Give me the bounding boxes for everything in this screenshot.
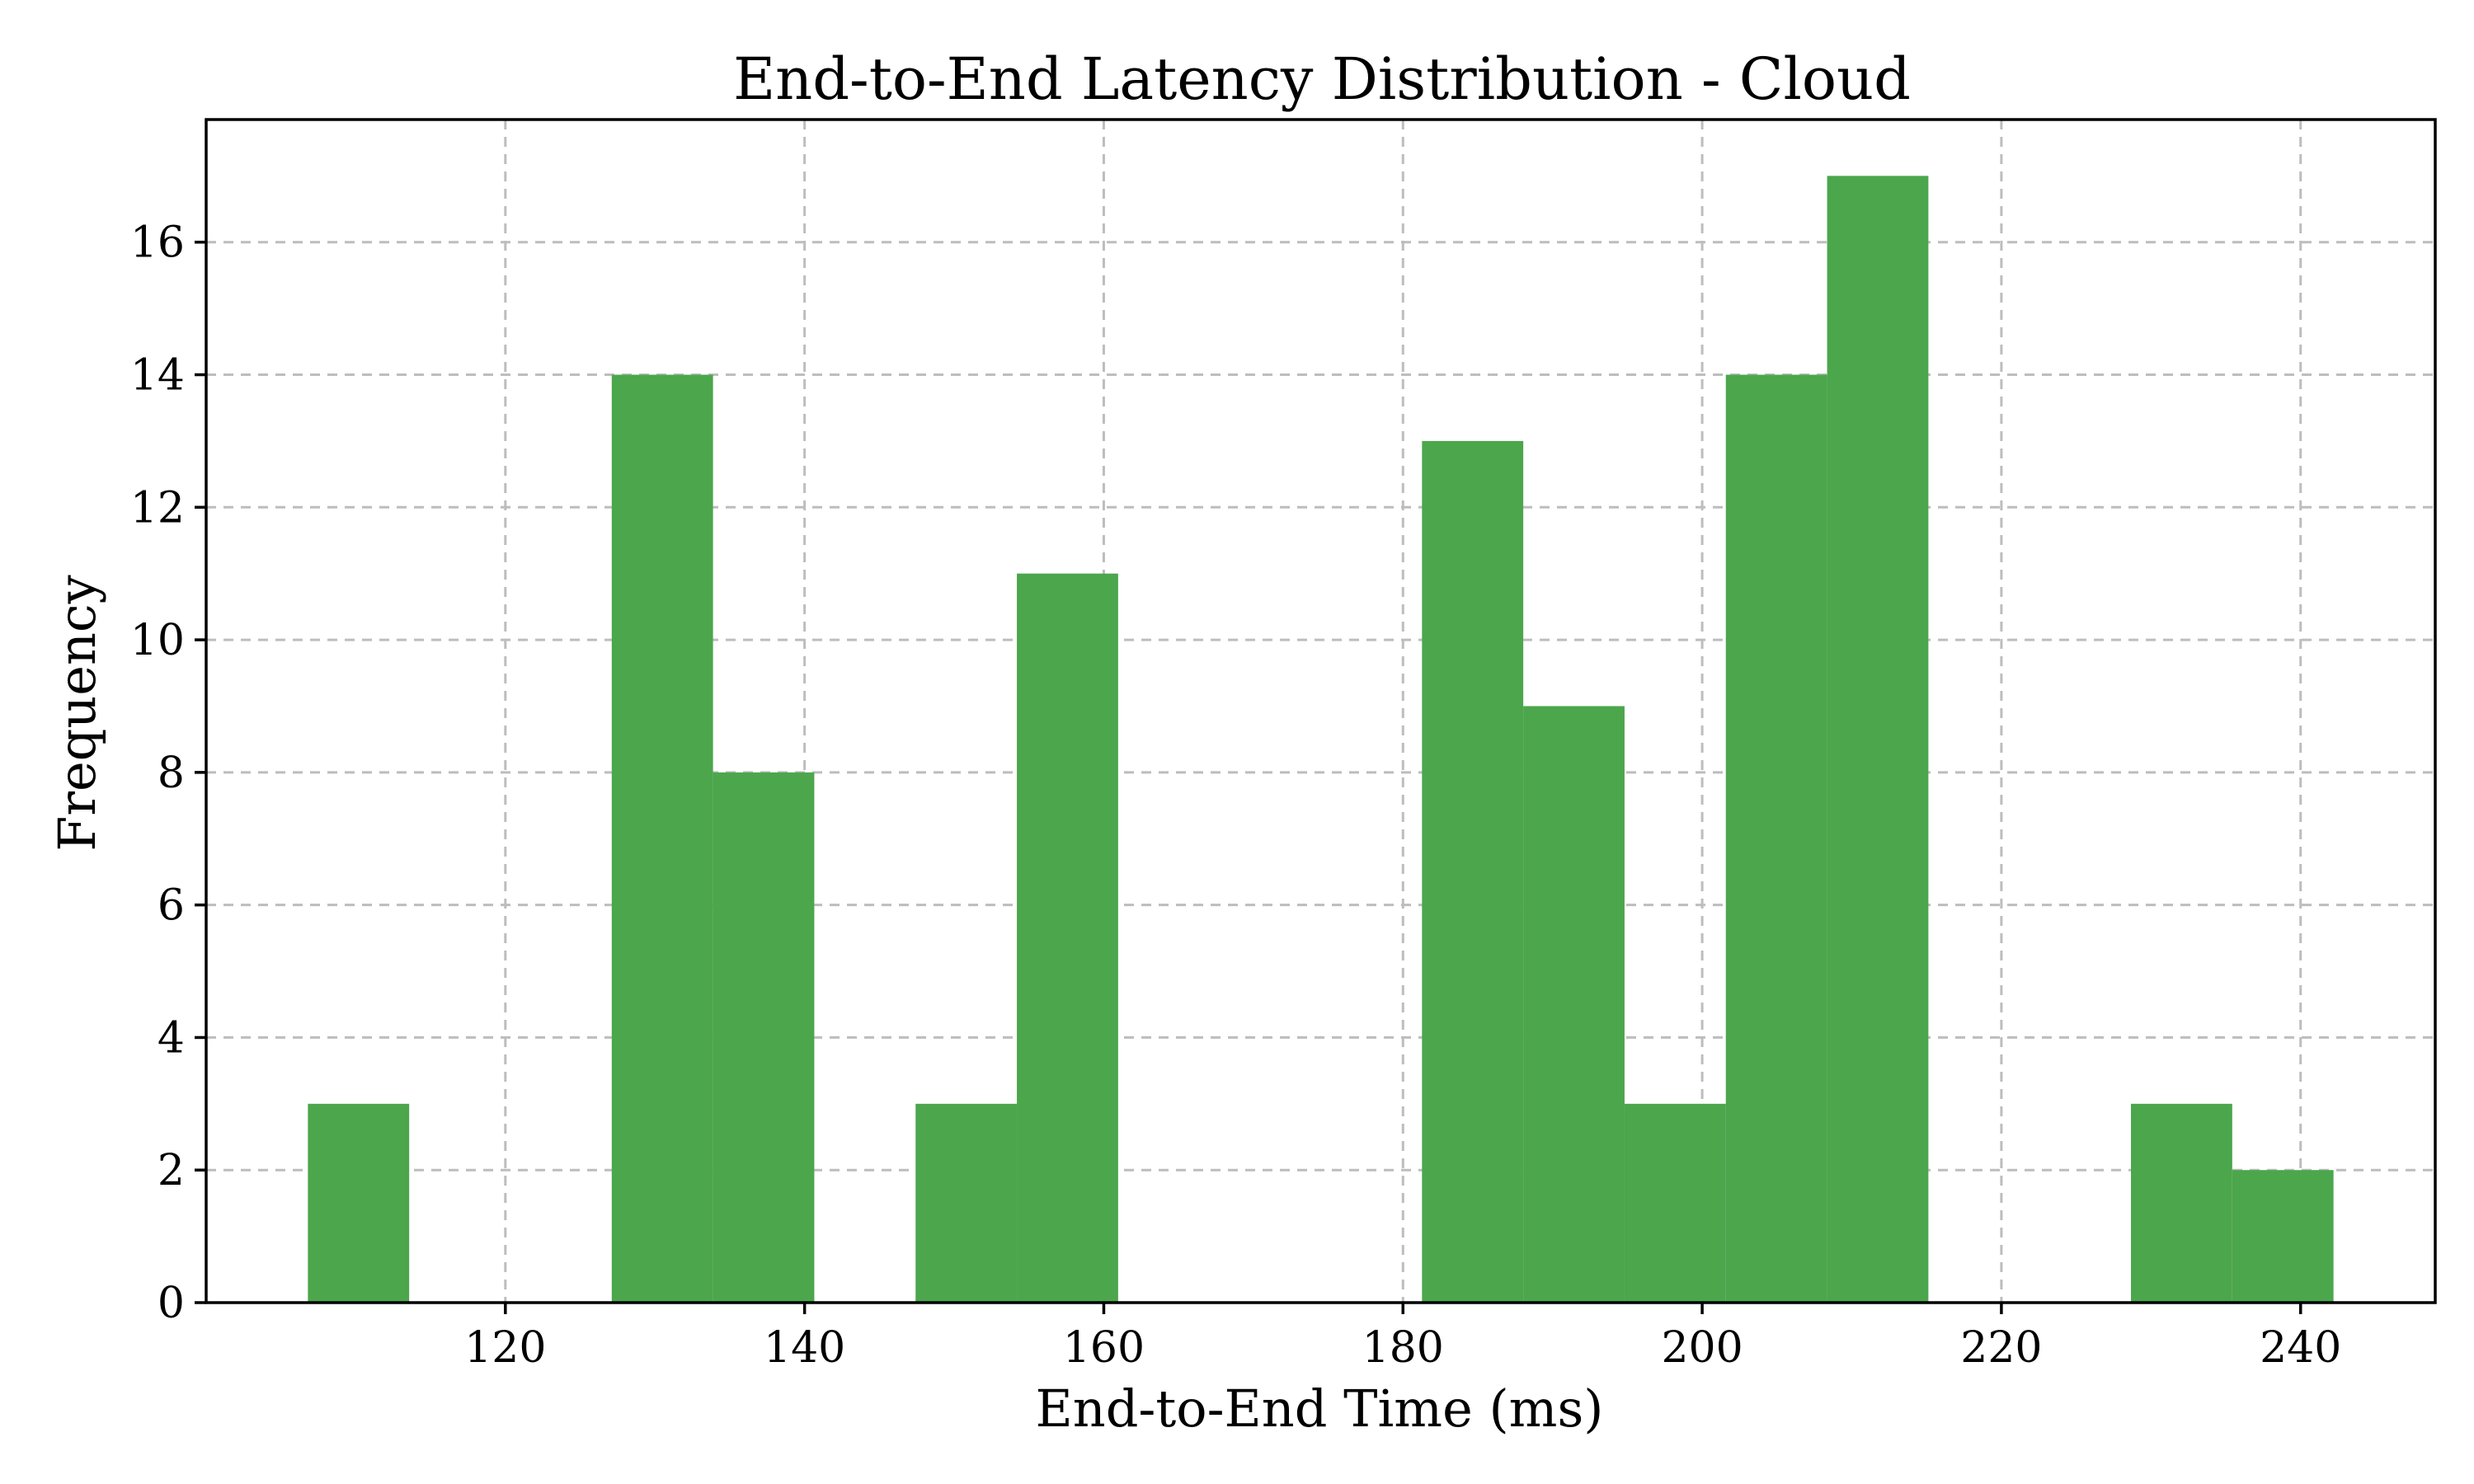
- histogram-bar-14: [1725, 374, 1827, 1303]
- histogram-bar-0: [308, 1103, 410, 1303]
- y-axis-label: Frequency: [47, 575, 107, 851]
- y-tick-label-8: 16: [130, 218, 185, 268]
- x-axis-label: End-to-End Time (ms): [1036, 1378, 1604, 1439]
- grid-layer: [206, 120, 2435, 1303]
- x-tick-label-3: 180: [1362, 1323, 1444, 1373]
- histogram-bar-12: [1523, 706, 1625, 1303]
- y-tick-label-5: 10: [130, 616, 185, 665]
- x-tick-label-2: 160: [1063, 1323, 1145, 1373]
- y-tick-label-6: 12: [130, 483, 185, 533]
- y-tick-label-2: 4: [158, 1013, 185, 1063]
- bars-layer: [308, 176, 2334, 1303]
- histogram-bar-15: [1827, 176, 1929, 1303]
- histogram-bar-6: [915, 1103, 1018, 1303]
- x-tick-label-1: 140: [764, 1323, 845, 1373]
- chart-title: End-to-End Latency Distribution - Cloud: [733, 45, 1911, 113]
- x-tick-label-0: 120: [464, 1323, 546, 1373]
- histogram-bar-18: [2131, 1103, 2232, 1303]
- plot-frame: [205, 118, 2437, 1304]
- histogram-bar-3: [611, 374, 713, 1303]
- x-tick-label-4: 200: [1661, 1323, 1743, 1373]
- histogram-bar-13: [1624, 1103, 1726, 1303]
- y-tick-label-1: 2: [158, 1146, 185, 1195]
- x-tick-label-6: 240: [2260, 1323, 2341, 1373]
- x-tick-label-5: 220: [1960, 1323, 2042, 1373]
- histogram-bar-19: [2232, 1170, 2334, 1303]
- histogram-bar-7: [1017, 573, 1118, 1303]
- y-tick-label-3: 6: [158, 881, 185, 931]
- y-tick-label-7: 14: [130, 351, 185, 401]
- histogram-bar-11: [1422, 440, 1524, 1303]
- y-tick-label-0: 0: [158, 1279, 185, 1328]
- histogram-bar-4: [713, 772, 815, 1303]
- axes-layer: 120 140 160 180 200 220 240 0 2 4 6 8 10 12 14 16: [130, 118, 2437, 1373]
- y-tick-label-4: 8: [158, 749, 185, 798]
